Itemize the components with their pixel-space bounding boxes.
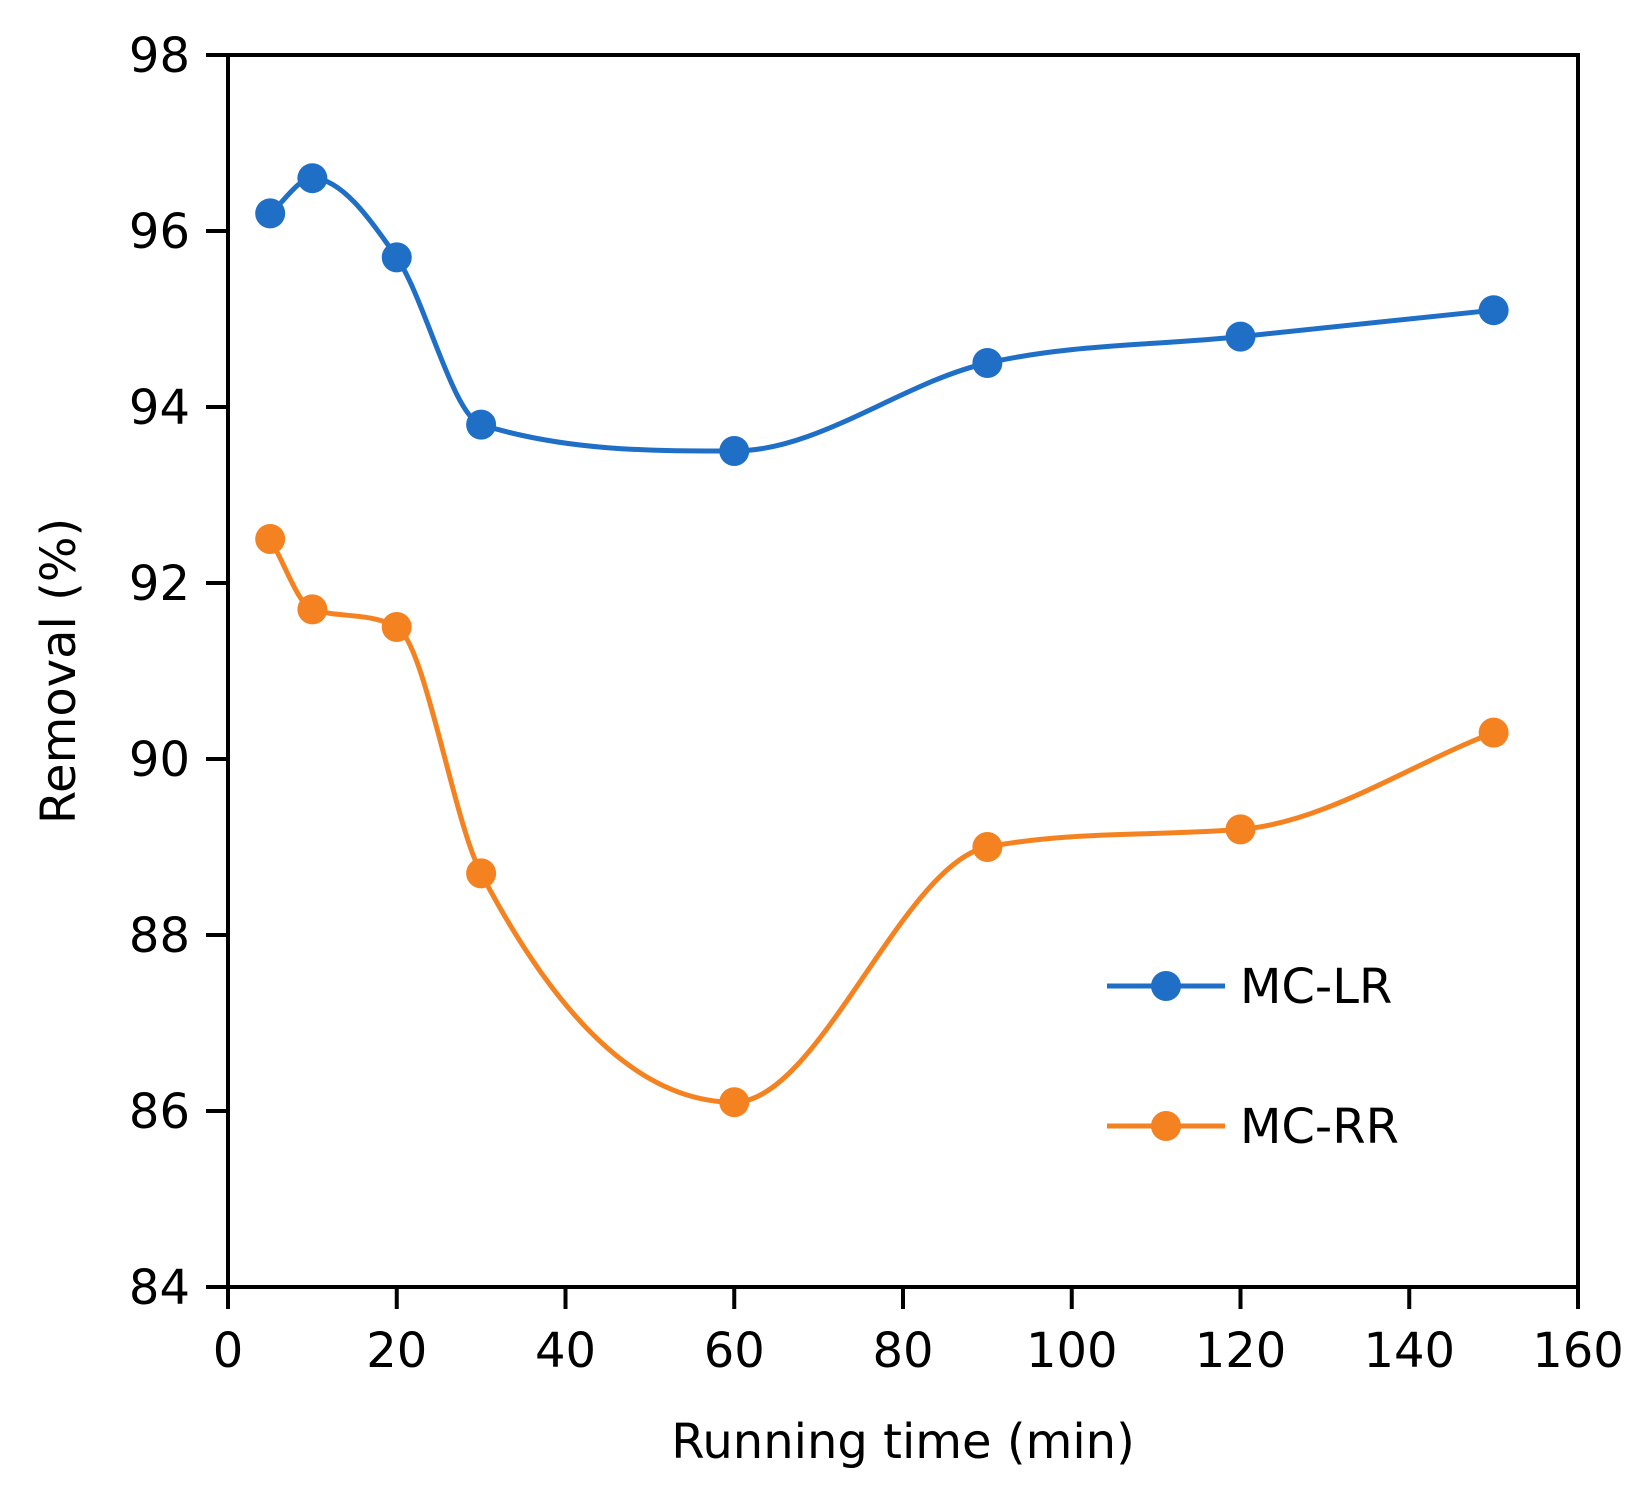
data-point-mc-lr bbox=[297, 163, 328, 194]
data-point-mc-rr bbox=[1225, 814, 1256, 845]
data-point-mc-rr bbox=[466, 858, 497, 889]
data-point-mc-rr bbox=[1478, 717, 1509, 748]
data-point-mc-rr bbox=[297, 594, 328, 625]
series-line-mc-rr bbox=[268, 537, 1495, 1105]
x-tick-label: 60 bbox=[704, 1323, 765, 1379]
x-tick-label: 100 bbox=[1026, 1323, 1118, 1379]
legend-label: MC-LR bbox=[1240, 959, 1392, 1015]
y-tick-label: 92 bbox=[129, 556, 190, 612]
series-mc-rr bbox=[255, 524, 1509, 1118]
legend-item-mc-lr: MC-LR bbox=[1107, 959, 1392, 1015]
x-tick-label: 160 bbox=[1532, 1323, 1624, 1379]
data-point-mc-lr bbox=[381, 242, 412, 273]
legend-marker bbox=[1151, 1111, 1181, 1141]
legend-marker bbox=[1151, 971, 1181, 1001]
x-tick-label: 120 bbox=[1195, 1323, 1287, 1379]
y-tick-label: 98 bbox=[129, 28, 190, 84]
series-mc-lr bbox=[255, 163, 1509, 466]
x-tick-label: 0 bbox=[213, 1323, 244, 1379]
series-layer bbox=[255, 163, 1509, 1118]
axes: 84 86 88 90 92 94 96 98 0 20 40 60 80 100 120 140 160 bbox=[129, 28, 1624, 1379]
y-tick-label: 96 bbox=[129, 204, 190, 260]
data-point-mc-lr bbox=[255, 198, 286, 229]
legend-item-mc-rr: MC-RR bbox=[1107, 1099, 1399, 1155]
y-tick-label: 90 bbox=[129, 732, 190, 788]
data-point-mc-rr bbox=[972, 832, 1003, 862]
x-tick-label: 40 bbox=[535, 1323, 596, 1379]
data-point-mc-rr bbox=[381, 612, 412, 642]
legend: MC-LR MC-RR bbox=[1107, 959, 1399, 1155]
y-tick-label: 86 bbox=[129, 1084, 190, 1140]
data-point-mc-lr bbox=[1225, 321, 1256, 352]
legend-label: MC-RR bbox=[1240, 1099, 1399, 1155]
data-point-mc-rr bbox=[255, 524, 286, 554]
x-axis-title: Running time (min) bbox=[671, 1414, 1135, 1470]
data-point-mc-rr bbox=[719, 1087, 750, 1118]
series-line-mc-lr bbox=[268, 175, 1494, 454]
y-tick-label: 84 bbox=[129, 1260, 190, 1316]
data-point-mc-lr bbox=[719, 436, 750, 466]
data-point-mc-lr bbox=[1478, 295, 1509, 326]
x-tick-label: 140 bbox=[1363, 1323, 1455, 1379]
y-tick-label: 88 bbox=[129, 908, 190, 964]
data-point-mc-lr bbox=[466, 409, 497, 440]
data-point-mc-lr bbox=[972, 348, 1003, 378]
x-tick-label: 80 bbox=[872, 1323, 933, 1379]
y-axis-title: Removal (%) bbox=[31, 518, 87, 824]
x-tick-label: 20 bbox=[366, 1323, 427, 1379]
y-tick-label: 94 bbox=[129, 380, 190, 436]
